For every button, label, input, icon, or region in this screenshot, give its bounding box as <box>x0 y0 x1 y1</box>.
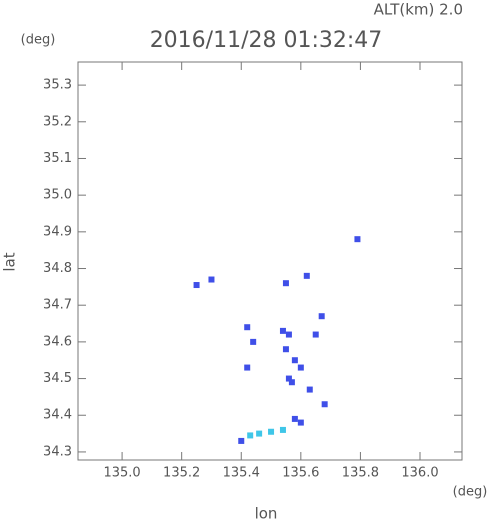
y-axis-label: lat <box>1 252 19 271</box>
echo-cell <box>208 276 215 283</box>
x-tick-label: 135.2 <box>163 466 200 481</box>
chart-title: 2016/11/28 01:32:47 <box>150 28 383 53</box>
y-tick-label: 34.3 <box>43 444 72 459</box>
x-tick-label: 135.4 <box>223 466 260 481</box>
x-tick-label: 135.0 <box>103 466 140 481</box>
echo-cell <box>297 364 304 371</box>
y-tick-label: 34.4 <box>43 408 72 423</box>
x-axis-label: lon <box>255 505 278 521</box>
echo-cell <box>282 346 289 353</box>
echo-cell <box>256 430 263 437</box>
echo-cell <box>318 313 325 320</box>
y-tick-label: 34.6 <box>43 334 72 349</box>
echo-cell <box>279 327 286 334</box>
x-tick-label: 135.6 <box>282 466 319 481</box>
echo-cell <box>303 272 310 279</box>
x-tick-label: 135.8 <box>342 466 379 481</box>
y-unit: (deg) <box>21 33 56 48</box>
echo-cell <box>193 282 200 289</box>
echo-cell <box>244 364 251 371</box>
echo-cell <box>288 379 295 386</box>
echo-cell <box>291 415 298 422</box>
echo-cell <box>247 432 254 439</box>
y-tick-label: 34.5 <box>43 371 72 386</box>
plot-frame <box>77 61 463 461</box>
chart-subtitle: ALT(km) 2.0 <box>374 1 463 19</box>
echo-cell <box>291 357 298 364</box>
echo-cell <box>321 401 328 408</box>
echo-cell <box>285 375 292 382</box>
echo-cell <box>279 426 286 433</box>
echo-cell <box>268 428 275 435</box>
x-tick-label: 136.0 <box>401 466 438 481</box>
y-tick-label: 35.1 <box>43 151 72 166</box>
echo-cell <box>250 338 257 345</box>
y-tick-label: 35.0 <box>43 188 72 203</box>
y-tick-label: 34.9 <box>43 224 72 239</box>
y-tick-label: 34.7 <box>43 298 72 313</box>
echo-cell <box>297 419 304 426</box>
echo-cell <box>238 437 245 444</box>
echo-cell <box>244 324 251 331</box>
x-unit: (deg) <box>453 485 488 500</box>
y-tick-label: 34.8 <box>43 261 72 276</box>
echo-cell <box>282 280 289 287</box>
echo-cell <box>285 331 292 338</box>
echo-cell <box>306 386 313 393</box>
echo-cell <box>312 331 319 338</box>
echo-cell <box>354 236 361 243</box>
y-tick-label: 35.2 <box>43 114 72 129</box>
y-tick-label: 35.3 <box>43 78 72 93</box>
